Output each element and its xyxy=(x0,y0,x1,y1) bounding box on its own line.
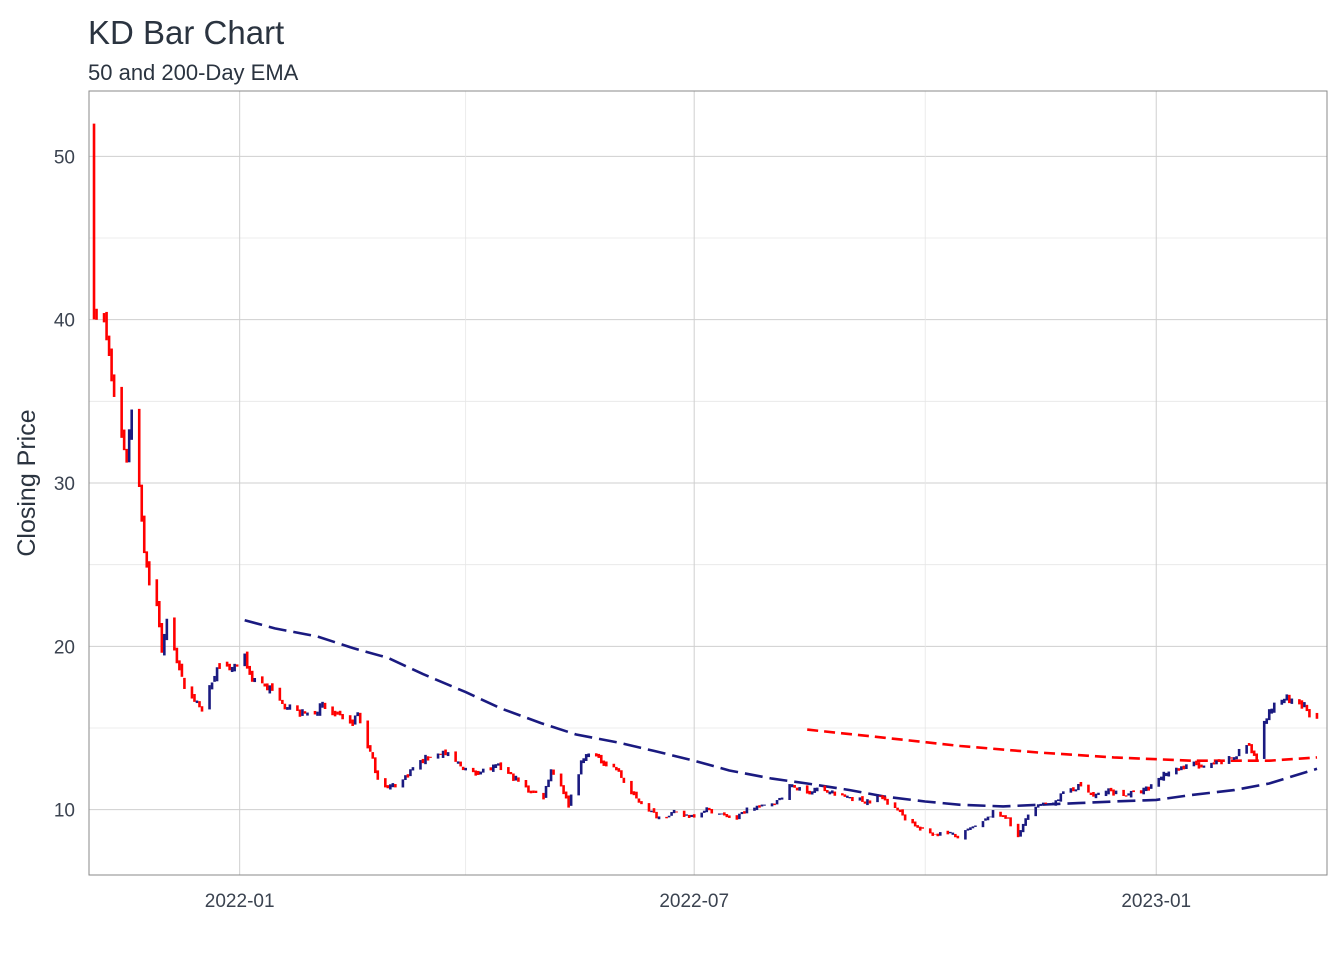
chart-subtitle: 50 and 200-Day EMA xyxy=(88,60,299,85)
x-tick-label: 2022-01 xyxy=(205,891,275,912)
chart-title: KD Bar Chart xyxy=(88,14,284,51)
x-tick-label: 2023-01 xyxy=(1121,891,1191,912)
x-tick-label: 2022-07 xyxy=(659,891,729,912)
ema-200-line xyxy=(244,618,1318,808)
price-bars xyxy=(92,123,1319,840)
plot-panel-border xyxy=(88,90,1328,876)
y-tick-label: 40 xyxy=(54,311,75,332)
x-axis-ticks: 2022-01 2022-07 2023-01 xyxy=(205,891,1191,912)
ema-200-path xyxy=(244,618,1318,808)
y-tick-label: 10 xyxy=(54,801,75,822)
y-tick-label: 20 xyxy=(54,637,75,658)
grid xyxy=(89,91,1327,875)
y-tick-label: 30 xyxy=(54,474,75,495)
y-axis-ticks: 10 20 30 40 50 xyxy=(54,147,75,821)
y-tick-label: 50 xyxy=(54,147,75,168)
ema-50-line xyxy=(807,728,1318,762)
ema-50-path xyxy=(807,728,1318,762)
y-axis-title: Closing Price xyxy=(13,409,41,556)
